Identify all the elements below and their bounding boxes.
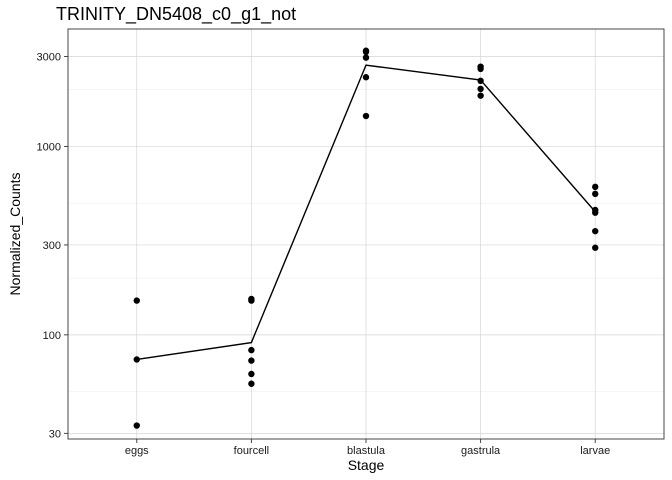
y-axis: 30 100 300 1000 3000 [37,52,68,440]
series-layer [133,47,599,429]
data-point [362,48,370,56]
y-tick-label: 100 [43,330,61,342]
data-point [592,244,599,251]
x-tick-label: gastrula [461,445,501,457]
major-grid [68,29,664,439]
data-point [592,190,599,198]
data-point [362,74,370,81]
data-point [477,77,484,85]
data-point [477,85,484,93]
data-point [477,65,484,73]
x-tick-label: blastula [347,445,386,457]
data-point [592,209,599,216]
x-axis-title: Stage [348,457,385,473]
data-point [592,183,599,191]
data-point [592,227,599,235]
data-point [248,370,255,378]
data-point [133,356,140,363]
y-tick-label: 1000 [37,141,61,153]
data-point [362,112,370,120]
x-axis: eggs fourcell blastula gastrula larvae [125,439,610,457]
mean-line [136,64,596,361]
data-point [133,422,140,429]
y-tick-label: 300 [43,240,61,252]
data-point [248,297,255,304]
y-tick-label: 30 [49,428,61,440]
x-tick-label: eggs [125,445,149,457]
y-axis-title: Normalized_Counts [7,173,23,296]
data-point [248,380,255,387]
x-tick-label: fourcell [234,445,269,457]
data-point [477,92,484,99]
data-point [248,357,255,364]
data-point [133,297,140,304]
data-point [362,54,370,61]
chart-title: TRINITY_DN5408_c0_g1_not [56,4,296,25]
data-point [248,346,255,354]
x-tick-label: larvae [580,445,610,457]
y-tick-label: 3000 [37,52,61,64]
